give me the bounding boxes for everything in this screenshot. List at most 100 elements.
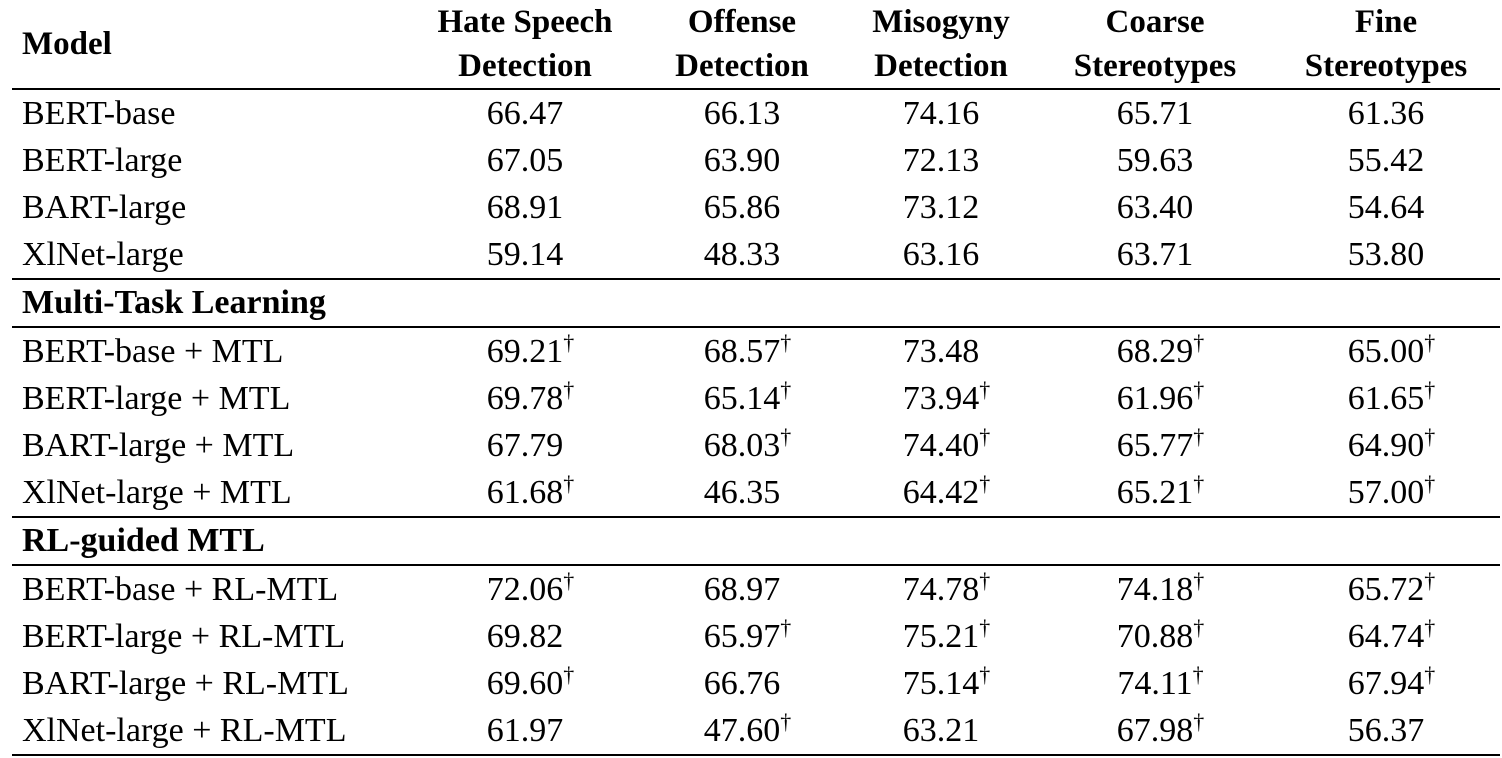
score-value-wrap: 59.14 <box>487 236 564 274</box>
column-header-line: Stereotypes <box>1073 48 1237 84</box>
score-value-wrap: 67.05 <box>487 142 564 180</box>
score-cell-hate: 68.91 <box>410 184 640 231</box>
score-value: 67.94 <box>1347 664 1425 702</box>
score-value-wrap: 67.98 † <box>1116 708 1205 749</box>
score-cell-hate: 69.78 † <box>410 375 640 422</box>
score-cell-fine: 61.36 <box>1272 89 1500 137</box>
score-cell-offense: 65.14 † <box>640 375 844 422</box>
column-header-line: Fine <box>1354 4 1418 40</box>
score-value-wrap: 65.72 † <box>1347 567 1436 608</box>
score-value: 67.79 <box>486 426 564 464</box>
score-value-wrap: 66.13 <box>704 95 781 133</box>
score-cell-fine: 54.64 <box>1272 184 1500 231</box>
score-cell-misogyny: 73.94 † <box>844 375 1038 422</box>
score-cell-coarse: 65.21 † <box>1038 469 1272 517</box>
score-value: 74.11 <box>1117 664 1193 702</box>
score-value: 68.57 <box>703 332 781 370</box>
column-header-hate: Hate Speech Detection <box>410 0 640 89</box>
score-value-wrap: 72.13 <box>903 142 980 180</box>
score-cell-offense: 65.86 <box>640 184 844 231</box>
score-value-wrap: 53.80 <box>1348 236 1425 274</box>
score-value: 64.74 <box>1347 617 1425 655</box>
score-value-wrap: 64.42 † <box>902 470 991 511</box>
score-value: 61.36 <box>1347 94 1425 132</box>
column-header-line: Stereotypes <box>1304 48 1468 84</box>
score-cell-misogyny: 74.78 † <box>844 565 1038 613</box>
score-cell-hate: 61.68 † <box>410 469 640 517</box>
score-cell-coarse: 59.63 <box>1038 137 1272 184</box>
score-cell-fine: 55.42 <box>1272 137 1500 184</box>
score-value-wrap: 73.12 <box>903 189 980 227</box>
score-value: 65.00 <box>1347 332 1425 370</box>
column-header-misogyny: Misogyny Detection <box>844 0 1038 89</box>
score-value: 75.14 <box>902 664 980 702</box>
score-value-wrap: 63.21 <box>903 712 980 750</box>
score-value-wrap: 65.97 † <box>703 614 792 655</box>
score-cell-hate: 67.79 <box>410 422 640 469</box>
score-cell-coarse: 63.71 <box>1038 231 1272 279</box>
section-header-row: Multi-Task Learning <box>12 278 1500 328</box>
header-row: Model Hate Speech Detection Offense Detectio… <box>12 0 1500 89</box>
score-value-wrap: 72.06 † <box>486 567 575 608</box>
score-value-wrap: 68.91 <box>487 189 564 227</box>
score-cell-fine: 64.90 † <box>1272 422 1500 469</box>
score-cell-offense: 68.57 † <box>640 327 844 375</box>
score-cell-hate: 61.97 <box>410 707 640 756</box>
score-value-wrap: 65.00 † <box>1347 329 1436 370</box>
table-body: BERT-base 66.47 66.13 74.16 65.71 61.36 BERT-l… <box>12 89 1500 756</box>
score-value: 68.97 <box>703 570 781 608</box>
score-value-wrap: 70.88 † <box>1116 614 1205 655</box>
score-value: 61.65 <box>1347 379 1425 417</box>
section-title: RL-guided MTL <box>12 516 1500 566</box>
section-title: Multi-Task Learning <box>12 278 1500 328</box>
score-value-wrap: 56.37 <box>1348 712 1425 750</box>
score-value: 72.06 <box>486 570 564 608</box>
results-table: Model Hate Speech Detection Offense Detectio… <box>12 0 1500 756</box>
column-header-fine: Fine Stereotypes <box>1272 0 1500 89</box>
score-cell-fine: 64.74 † <box>1272 613 1500 660</box>
model-name-cell: BERT-large + MTL <box>22 379 291 417</box>
score-cell-misogyny: 73.12 <box>844 184 1038 231</box>
score-cell-fine: 56.37 <box>1272 707 1500 756</box>
model-name-cell: BERT-base + MTL <box>22 332 284 370</box>
score-value-wrap: 73.94 † <box>902 376 991 417</box>
score-value-wrap: 61.68 † <box>486 470 575 511</box>
score-value: 65.71 <box>1116 94 1194 132</box>
score-cell-coarse: 74.11 † <box>1038 660 1272 707</box>
score-cell-misogyny: 64.42 † <box>844 469 1038 517</box>
score-value: 67.05 <box>486 141 564 179</box>
score-cell-offense: 68.97 <box>640 565 844 613</box>
score-value: 65.14 <box>703 379 781 417</box>
score-value-wrap: 69.21 † <box>486 329 575 370</box>
score-value: 54.64 <box>1347 188 1425 226</box>
table-row: BERT-base + MTL 69.21 † 68.57 † 73.48 68.29 † 65… <box>12 327 1500 375</box>
score-value-wrap: 65.71 <box>1117 95 1194 133</box>
score-value-wrap: 59.63 <box>1117 142 1194 180</box>
score-cell-hate: 69.82 <box>410 613 640 660</box>
score-value: 74.78 <box>902 570 980 608</box>
column-header-line: Detection <box>874 48 1008 84</box>
score-value: 64.42 <box>902 473 980 511</box>
score-value: 68.29 <box>1116 332 1194 370</box>
score-value-wrap: 63.16 <box>903 236 980 274</box>
score-value: 69.21 <box>486 332 564 370</box>
score-value: 68.91 <box>486 188 564 226</box>
score-value: 65.86 <box>703 188 781 226</box>
model-name-cell: BERT-base <box>22 94 176 132</box>
score-value: 61.96 <box>1116 379 1194 417</box>
score-cell-offense: 66.76 <box>640 660 844 707</box>
score-value-wrap: 61.36 <box>1348 95 1425 133</box>
score-value: 65.72 <box>1347 570 1425 608</box>
score-value-wrap: 67.79 <box>487 427 564 465</box>
table-row: XlNet-large 59.14 48.33 63.16 63.71 53.80 <box>12 231 1500 279</box>
table-row: BART-large + MTL 67.79 68.03 † 74.40 † 65.77 † 6… <box>12 422 1500 469</box>
score-cell-offense: 46.35 <box>640 469 844 517</box>
score-value-wrap: 61.65 † <box>1347 376 1436 417</box>
score-value: 65.77 <box>1116 426 1194 464</box>
score-value-wrap: 75.14 † <box>902 661 991 702</box>
column-header-line: Offense <box>687 4 797 40</box>
score-cell-offense: 47.60 † <box>640 707 844 756</box>
model-name-cell: BERT-base + RL-MTL <box>22 570 339 608</box>
score-value-wrap: 46.35 <box>704 474 781 512</box>
score-value-wrap: 64.90 † <box>1347 423 1436 464</box>
